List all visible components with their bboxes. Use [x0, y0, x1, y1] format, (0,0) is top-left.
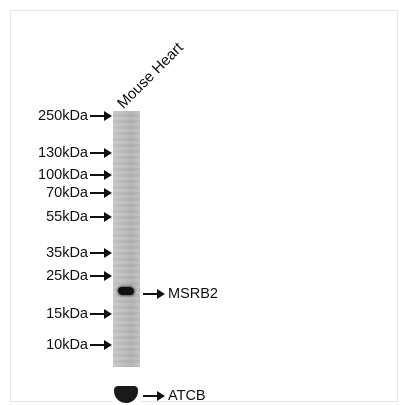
- atcb-band: [112, 386, 140, 403]
- marker-25kda: 25kDa: [12, 268, 112, 284]
- marker-label: 100kDa: [38, 167, 88, 183]
- marker-15kda: 15kDa: [12, 306, 112, 322]
- marker-label: 250kDa: [38, 108, 88, 124]
- right-arrow-icon: [143, 288, 165, 300]
- marker-100kda: 100kDa: [12, 167, 112, 183]
- marker-10kda: 10kDa: [12, 337, 112, 353]
- marker-label: 10kDa: [46, 337, 88, 353]
- right-arrow-icon: [90, 147, 112, 159]
- marker-35kda: 35kDa: [12, 245, 112, 261]
- right-arrow-icon: [90, 110, 112, 122]
- msrb2-band: [118, 287, 134, 295]
- marker-label: 130kDa: [38, 145, 88, 161]
- marker-label: 35kDa: [46, 245, 88, 261]
- right-arrow-icon: [90, 339, 112, 351]
- right-arrow-icon: [90, 211, 112, 223]
- right-arrow-icon: [90, 187, 112, 199]
- target-atcb: ATCB: [143, 388, 206, 404]
- right-arrow-icon: [90, 169, 112, 181]
- right-arrow-icon: [143, 390, 165, 402]
- blot-frame: [10, 10, 398, 402]
- marker-70kda: 70kDa: [12, 185, 112, 201]
- right-arrow-icon: [90, 308, 112, 320]
- right-arrow-icon: [90, 247, 112, 259]
- right-arrow-icon: [90, 270, 112, 282]
- marker-label: 15kDa: [46, 306, 88, 322]
- marker-130kda: 130kDa: [12, 145, 112, 161]
- marker-label: 55kDa: [46, 209, 88, 225]
- target-label: MSRB2: [168, 286, 218, 302]
- marker-label: 25kDa: [46, 268, 88, 284]
- marker-label: 70kDa: [46, 185, 88, 201]
- marker-55kda: 55kDa: [12, 209, 112, 225]
- blot-lane: [113, 111, 140, 367]
- target-label: ATCB: [168, 388, 206, 404]
- target-msrb2: MSRB2: [143, 286, 218, 302]
- marker-250kda: 250kDa: [12, 108, 112, 124]
